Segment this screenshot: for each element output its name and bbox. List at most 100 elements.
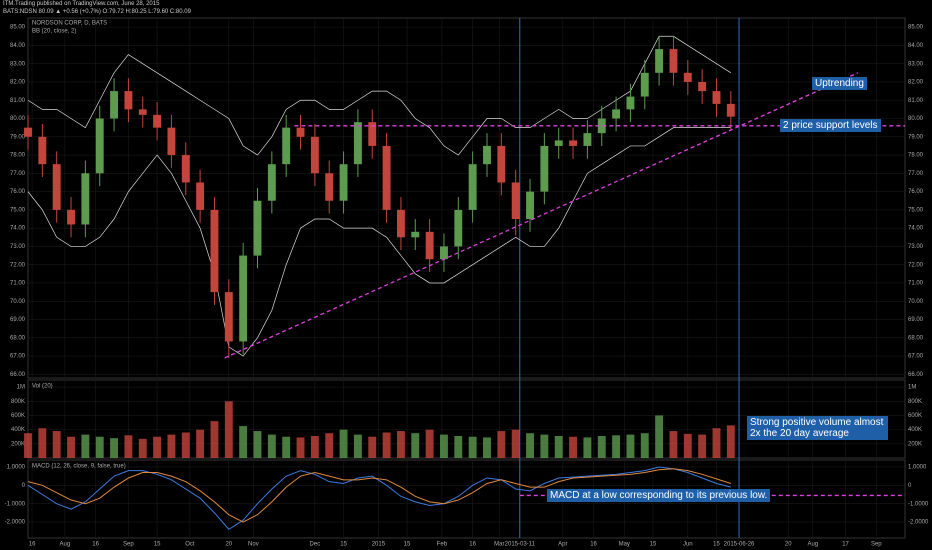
x-tick-label: Mar (494, 542, 504, 548)
x-tick-label: 15 (650, 542, 657, 548)
candle-body (95, 118, 104, 174)
candle-body (267, 164, 276, 201)
volume-bar (167, 434, 176, 458)
y-tick-label: -1.0000 (908, 501, 929, 507)
volume-bar (655, 415, 664, 458)
candle-body (325, 173, 334, 201)
y-tick-label: 85.00 (10, 25, 26, 31)
panel-label: MACD (12, 26, close, 9, false, true) (32, 464, 126, 470)
y-tick-label: 80.00 (908, 116, 924, 122)
y-tick-label: 66.00 (908, 372, 924, 378)
candle-body (296, 127, 305, 137)
y-tick-label: 69.00 (908, 317, 924, 323)
bb-lower (27, 127, 731, 357)
y-tick-label: 600K (11, 413, 25, 419)
y-tick-label: 76.00 (10, 189, 26, 195)
volume-bar (81, 434, 90, 458)
y-tick-label: 77.00 (908, 171, 924, 177)
volume-bar (224, 401, 233, 458)
annotation: 2 price support levels (780, 119, 881, 132)
volume-bar (626, 434, 635, 458)
candle-body (726, 103, 735, 117)
candle-body (511, 182, 520, 220)
candle-body (382, 145, 391, 210)
bb-upper (27, 35, 732, 156)
y-tick-label: 74.00 (908, 226, 924, 232)
y-tick-label: 1M (17, 385, 25, 391)
volume-bar (353, 434, 362, 458)
candle-body (253, 200, 262, 256)
x-tick-label: Sep (123, 542, 134, 548)
candle-body (712, 91, 721, 104)
volume-bar (468, 436, 477, 458)
volume-bar (325, 433, 334, 458)
annotation: Strong positive volume almost 2x the 20 … (747, 416, 888, 440)
x-tick-label: 15 (340, 542, 347, 548)
y-tick-label: 200K (908, 441, 922, 447)
panel-label: Vol (20) (32, 384, 53, 390)
volume-bar (67, 436, 75, 458)
y-tick-label: 1.0000 (908, 465, 927, 471)
y-tick-label: 68.00 (908, 335, 924, 341)
volume-bar (554, 436, 563, 458)
x-tick-label: 17 (842, 542, 849, 548)
signal-line (27, 468, 731, 523)
volume-bar (153, 436, 162, 458)
candle-body (683, 72, 692, 82)
volume-bar (267, 434, 276, 458)
volume-bar (253, 431, 262, 458)
candle-body (483, 145, 491, 165)
y-tick-label: 600K (908, 413, 922, 419)
volume-bar (310, 436, 319, 458)
candle-body (411, 231, 420, 238)
y-tick-label: 74.00 (10, 226, 26, 232)
volume-bar (669, 431, 678, 458)
y-tick-label: 800K (908, 399, 922, 405)
y-tick-label: 79.00 (10, 134, 26, 140)
candle-body (425, 231, 434, 260)
y-tick-label: 84.00 (908, 43, 924, 49)
y-tick-label: -1.0000 (5, 501, 26, 507)
volume-bar (282, 436, 291, 458)
y-tick-label: -2.0000 (908, 520, 929, 526)
x-tick-label: 15 (713, 542, 720, 548)
candle-body (440, 246, 448, 260)
volume-bar (698, 434, 707, 458)
x-tick-label: 2015-06-26 (724, 542, 755, 548)
volume-bar (583, 437, 592, 458)
x-tick-label: Dec (310, 542, 321, 548)
x-tick-label: Nov (248, 542, 259, 548)
candle-body (554, 140, 563, 146)
x-tick-label: 16 (29, 542, 36, 548)
trend-line (224, 72, 859, 359)
x-tick-label: 16 (469, 542, 476, 548)
candle-body (67, 209, 75, 225)
x-tick-label: Aug (807, 542, 818, 548)
y-tick-label: 78.00 (908, 153, 924, 159)
x-tick-label: 15 (154, 542, 161, 548)
volume-bar (210, 421, 219, 458)
candle-body (497, 145, 506, 183)
y-tick-label: 70.00 (10, 299, 26, 305)
annotation: Uptrending (812, 77, 867, 90)
volume-bar (138, 438, 147, 458)
volume-bar (339, 429, 348, 458)
y-tick-label: 79.00 (908, 134, 924, 140)
volume-bar (52, 431, 61, 458)
volume-bar (368, 436, 377, 458)
volume-bar (95, 436, 104, 458)
candle-body (612, 109, 621, 119)
volume-bar (38, 428, 47, 458)
y-tick-label: 68.00 (10, 335, 26, 341)
candle-body (468, 164, 477, 210)
x-tick-label: 15 (404, 542, 411, 548)
candle-body (626, 96, 635, 110)
candle-body (38, 136, 47, 165)
candle-body (310, 136, 319, 174)
x-tick-label: Aug (60, 542, 71, 548)
x-tick-label: Oct (185, 542, 195, 548)
y-tick-label: 81.00 (10, 98, 26, 104)
publisher: ITM.Trading published on TradingView.com… (3, 1, 160, 7)
volume-bar (425, 429, 434, 458)
y-tick-label: 75.00 (10, 207, 26, 213)
